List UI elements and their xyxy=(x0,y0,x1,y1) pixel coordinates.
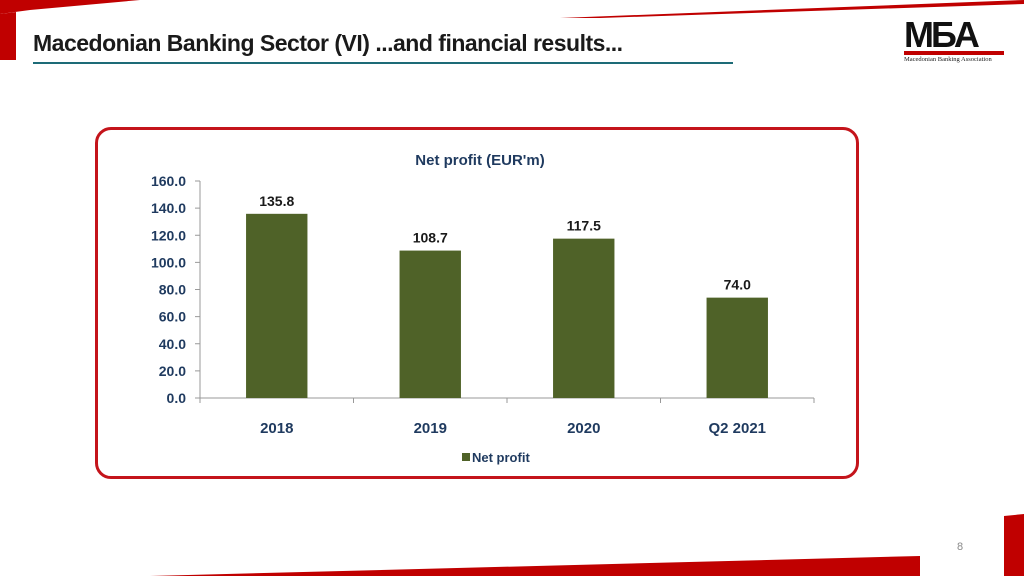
title-underline xyxy=(33,62,733,64)
y-tick-label: 40.0 xyxy=(159,336,186,352)
data-label: 135.8 xyxy=(259,193,294,209)
y-tick-label: 80.0 xyxy=(159,282,186,298)
data-label: 108.7 xyxy=(413,230,448,246)
bar-q2-2021 xyxy=(706,297,768,398)
legend: Net profit xyxy=(462,450,530,465)
logo-red-bar xyxy=(904,51,1004,55)
bar-2019 xyxy=(399,250,461,398)
y-tick-label: 60.0 xyxy=(159,309,186,325)
data-label: 117.5 xyxy=(567,218,601,234)
mba-logo: MБA Macedonian Banking Association xyxy=(904,16,1010,66)
y-tick-label: 120.0 xyxy=(151,227,186,243)
logo-subtitle: Macedonian Banking Association xyxy=(904,56,992,63)
bottom-red-band xyxy=(150,556,920,576)
x-tick-label: 2020 xyxy=(567,420,600,437)
logo-mark: MБA xyxy=(904,14,980,55)
y-tick-label: 100.0 xyxy=(151,254,186,270)
bar-2018 xyxy=(246,213,308,398)
bars: 135.8 108.7 117.5 74.0 xyxy=(246,193,768,398)
data-label: 74.0 xyxy=(724,277,751,293)
y-tick-label: 0.0 xyxy=(167,390,187,406)
y-axis: 0.0 20.0 40.0 60.0 80.0 100.0 120.0 140.0 160.0 xyxy=(151,173,201,406)
x-tick-label: 2018 xyxy=(260,420,293,437)
chart-title: Net profit (EUR'm) xyxy=(415,152,544,169)
top-red-band xyxy=(560,0,1024,18)
legend-swatch xyxy=(462,453,470,461)
page-number: 8 xyxy=(957,541,964,553)
slide-title: Macedonian Banking Sector (VI) ...and fi… xyxy=(33,30,623,56)
y-tick-label: 20.0 xyxy=(159,363,186,379)
left-red-edge xyxy=(0,12,16,60)
x-axis: 2018 2019 2020 Q2 2021 xyxy=(199,397,815,437)
x-tick-label: 2019 xyxy=(414,420,447,437)
y-tick-label: 160.0 xyxy=(151,173,186,189)
bottom-right-red-block xyxy=(1004,514,1024,576)
top-left-red-corner xyxy=(0,0,140,14)
y-tick-label: 140.0 xyxy=(151,200,186,216)
legend-label: Net profit xyxy=(472,450,530,465)
x-tick-label: Q2 2021 xyxy=(708,420,766,437)
bar-2020 xyxy=(553,238,615,398)
